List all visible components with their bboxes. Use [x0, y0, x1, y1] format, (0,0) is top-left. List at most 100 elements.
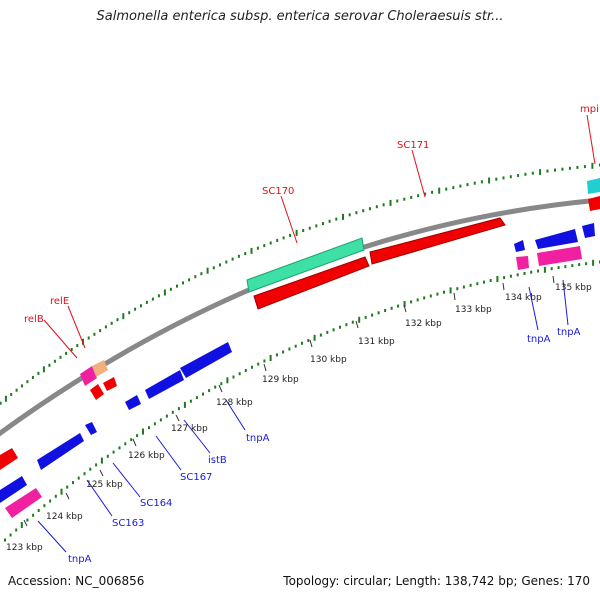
gc-dot: [4, 395, 7, 402]
gc-dot: [397, 304, 400, 308]
feature-sc171[interactable]: [369, 217, 506, 265]
gc-dot: [431, 190, 434, 194]
gene-label-istb[interactable]: istB: [208, 455, 227, 466]
gc-dot: [583, 165, 586, 169]
feature-pink-left[interactable]: [5, 488, 42, 518]
gc-dot: [403, 197, 406, 201]
feature-sc170[interactable]: [246, 237, 365, 293]
gc-dot: [122, 313, 125, 320]
gc-dot: [539, 169, 542, 176]
gc-dot: [509, 175, 512, 179]
gc-dot: [571, 264, 574, 268]
gc-dot: [4, 538, 6, 542]
gc-dot: [335, 217, 338, 221]
gc-dot: [118, 446, 121, 450]
gc-dot: [578, 263, 581, 267]
gene-label-tnpa[interactable]: tnpA: [68, 554, 92, 565]
gc-dot: [351, 320, 354, 324]
feature-blue-5[interactable]: [85, 422, 97, 435]
feature-mpi-cyan[interactable]: [587, 178, 600, 194]
feature-blue-right-2[interactable]: [514, 240, 525, 252]
gc-dot: [362, 209, 365, 213]
gc-dot: [592, 259, 595, 266]
map-title: Salmonella enterica subsp. enterica sero…: [96, 9, 504, 24]
gene-label-sc163[interactable]: SC163: [112, 518, 144, 529]
feature-mpi-red[interactable]: [588, 196, 600, 211]
gc-dot: [208, 389, 211, 393]
gc-dot: [564, 265, 567, 269]
feature-rele[interactable]: [92, 360, 108, 377]
gc-dot: [342, 213, 344, 220]
feature-sc170-red[interactable]: [253, 256, 370, 310]
gene-label-tnpa[interactable]: tnpA: [246, 433, 270, 444]
gc-dot: [276, 238, 279, 242]
gc-dot: [251, 365, 253, 369]
gc-dot: [244, 369, 247, 372]
gc-dot: [531, 171, 534, 175]
feature-blue-3[interactable]: [125, 395, 141, 410]
leader-mpi: [586, 114, 596, 165]
gc-dot: [163, 289, 166, 296]
gc-dot: [377, 311, 380, 315]
gc-dot: [26, 380, 29, 384]
gene-label-sc170[interactable]: SC170: [262, 186, 294, 197]
feature-blue-right-1[interactable]: [535, 229, 578, 249]
gc-dot: [10, 393, 13, 396]
gc-dot: [65, 351, 68, 355]
gene-label-relb[interactable]: relB: [24, 314, 44, 325]
gc-dot: [188, 278, 191, 282]
leader-sc163: [86, 479, 113, 517]
feature-relb[interactable]: [80, 366, 97, 386]
gc-dot: [0, 401, 2, 405]
gc-dot: [116, 318, 119, 322]
gc-dot: [238, 372, 241, 376]
gc-dot: [483, 280, 485, 284]
tick-mark: [132, 438, 137, 447]
feature-blue-right-3[interactable]: [582, 223, 595, 238]
gene-label-rele[interactable]: relE: [50, 296, 69, 307]
gc-dot: [517, 174, 520, 177]
gc-dot: [140, 304, 142, 308]
gc-dot: [322, 222, 324, 226]
feature-pink-right-1[interactable]: [537, 246, 582, 266]
gene-label-sc171[interactable]: SC171: [397, 140, 429, 151]
accession-text: Accession: NC_006856: [8, 574, 145, 588]
gene-label-mpi[interactable]: mpi: [580, 104, 599, 115]
feature-blue-4[interactable]: [37, 433, 84, 470]
leader-istb: [183, 419, 211, 454]
gc-dot: [148, 426, 150, 430]
gc-dot: [416, 298, 419, 302]
gc-dot: [134, 307, 137, 311]
gene-label-tnpa[interactable]: tnpA: [557, 327, 581, 338]
feature-red-small-1[interactable]: [90, 384, 104, 400]
tick-marks: [23, 275, 555, 527]
gene-label-sc167[interactable]: SC167: [180, 472, 212, 483]
feature-left-red[interactable]: [0, 448, 18, 470]
tick-label: 134 kbp: [505, 293, 542, 303]
feature-red-small-2[interactable]: [103, 377, 117, 391]
tick-mark: [175, 414, 180, 422]
feature-blue-1[interactable]: [180, 342, 232, 378]
feature-blue-2[interactable]: [145, 370, 184, 399]
gc-dot: [537, 269, 540, 273]
gene-label-tnpa[interactable]: tnpA: [527, 334, 551, 345]
gc-dot: [489, 279, 492, 282]
gc-dot: [124, 442, 127, 446]
gc-dot: [384, 309, 387, 312]
gc-dot: [345, 323, 348, 327]
gc-dot: [568, 166, 571, 170]
gc-dot: [307, 339, 310, 342]
gc-dot: [332, 328, 335, 332]
tick-label: 129 kbp: [262, 375, 299, 385]
gc-dot: [328, 219, 331, 223]
feature-blue-6[interactable]: [0, 476, 27, 503]
gc-dot: [9, 533, 12, 537]
backbone-arc: [0, 197, 600, 437]
tick-mark: [355, 320, 359, 329]
gene-label-sc164[interactable]: SC164: [140, 498, 172, 509]
feature-pink-right-2[interactable]: [516, 256, 529, 270]
gc-dot: [476, 282, 479, 286]
gc-dot: [355, 211, 358, 215]
